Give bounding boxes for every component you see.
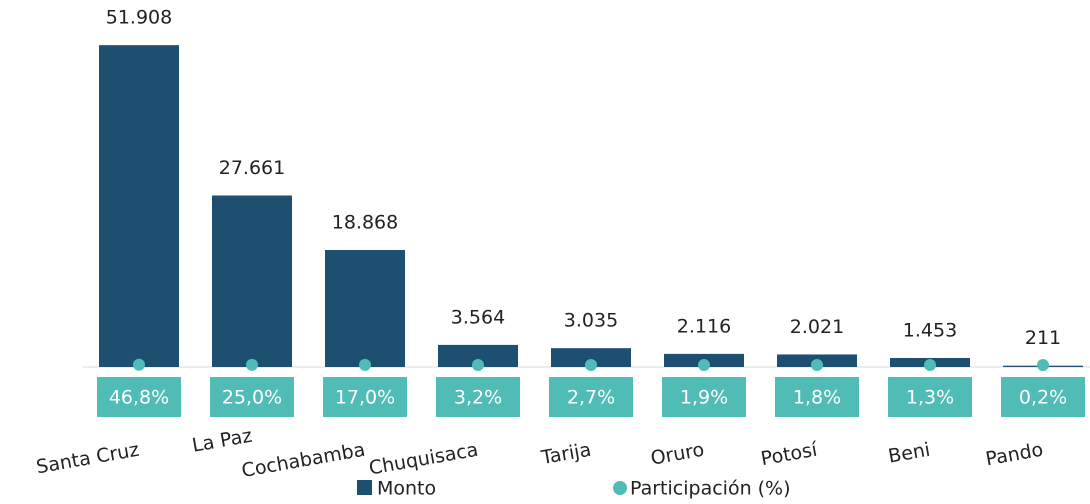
bar-value-label: 3.035 <box>564 310 618 332</box>
x-tick-label: Pando <box>984 439 1045 471</box>
share-label-box <box>97 377 181 417</box>
bar-value-label: 18.868 <box>332 212 398 234</box>
share-label-box <box>775 377 859 417</box>
legend-label: Participación (%) <box>630 478 791 500</box>
share-label-box <box>888 377 972 417</box>
share-label: 1,9% <box>680 387 728 409</box>
share-label-box <box>210 377 294 417</box>
bar <box>325 250 405 367</box>
share-label: 2,7% <box>567 387 615 409</box>
share-label: 17,0% <box>335 387 395 409</box>
bar-value-label: 211 <box>1025 327 1061 349</box>
x-tick-label: La Paz <box>190 425 253 457</box>
share-label: 1,8% <box>793 387 841 409</box>
share-label: 3,2% <box>454 387 502 409</box>
share-dot <box>585 358 597 371</box>
share-label: 25,0% <box>222 387 282 409</box>
x-tick-label: Santa Cruz <box>35 439 141 479</box>
x-tick-label: Chuquisaca <box>367 439 480 480</box>
x-tick-label: Potosí <box>759 439 819 471</box>
share-dot <box>924 358 936 371</box>
bar <box>438 344 518 367</box>
bar <box>551 348 631 367</box>
share-label-box <box>1001 377 1085 417</box>
bar-value-label: 2.116 <box>677 315 731 337</box>
share-label-box <box>662 377 746 417</box>
share-label-box <box>323 377 407 417</box>
x-tick-label: Cochabamba <box>240 439 367 482</box>
bar-value-label: 3.564 <box>451 306 505 328</box>
share-label: 1,3% <box>906 387 954 409</box>
share-dot <box>698 358 710 371</box>
bar <box>212 195 292 367</box>
x-tick-label: Oruro <box>649 439 706 470</box>
share-label-box <box>549 377 633 417</box>
share-label: 46,8% <box>109 387 169 409</box>
legend: Monto Participación (%) <box>357 478 791 500</box>
legend-swatch <box>613 481 627 495</box>
x-tick-label: Tarija <box>539 439 593 470</box>
share-label-box <box>436 377 520 417</box>
share-dot <box>133 358 145 371</box>
legend-swatch <box>357 480 372 495</box>
bar-value-label: 27.661 <box>219 157 285 179</box>
share-label: 0,2% <box>1019 387 1067 409</box>
x-tick-label: Beni <box>887 439 932 468</box>
share-dot <box>472 358 484 371</box>
share-dot <box>811 358 823 371</box>
legend-label: Monto <box>377 478 436 500</box>
bar <box>99 45 179 367</box>
bar-value-label: 2.021 <box>790 316 844 338</box>
share-dot <box>246 358 258 371</box>
share-dot <box>1037 358 1049 371</box>
bar-value-label: 1.453 <box>903 319 957 341</box>
bar-value-label: 51.908 <box>106 7 172 29</box>
share-dot <box>359 358 371 371</box>
